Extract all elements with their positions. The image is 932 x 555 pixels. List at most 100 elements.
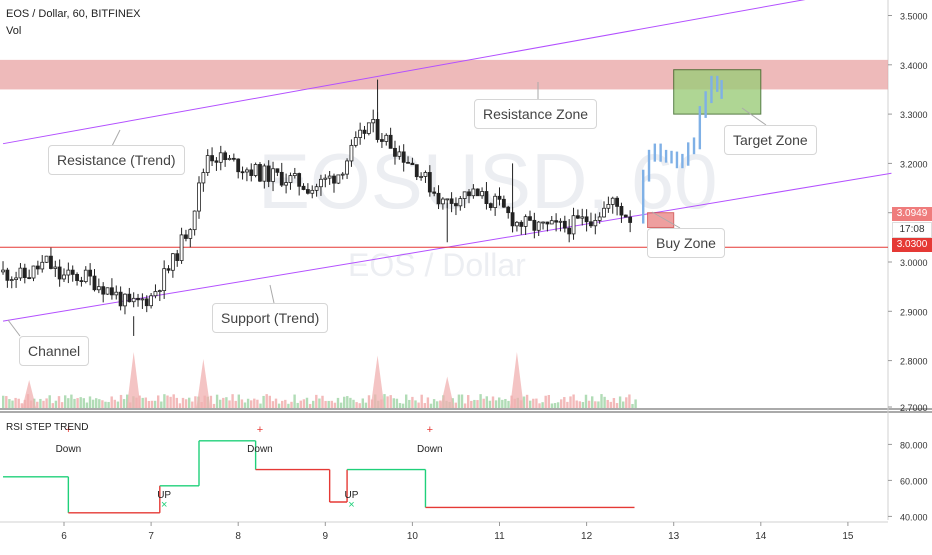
volume-bar (17, 398, 20, 408)
volume-bar (308, 403, 312, 408)
candle-body (471, 188, 476, 197)
candle-body (628, 216, 633, 223)
volume-bar (54, 400, 58, 408)
candle-body (292, 173, 297, 177)
volume-bar (277, 403, 281, 408)
volume-bar (315, 394, 318, 408)
volume-bar (172, 394, 175, 408)
rsi-tick-label: 80.000 (900, 440, 928, 450)
candle-body (27, 277, 32, 279)
projected-candle (698, 106, 702, 150)
volume-bar (333, 402, 337, 408)
volume-bar (398, 403, 402, 408)
volume-bar (566, 401, 569, 408)
candle-body (353, 137, 358, 146)
volume-bar (426, 397, 430, 408)
volume-bar (563, 397, 566, 408)
candle-body (332, 175, 336, 184)
price-tick-label: 2.8000 (900, 357, 928, 367)
volume-bar (501, 399, 504, 408)
time-tick-label: 14 (755, 531, 767, 542)
volume-bar (76, 398, 79, 408)
candle-body (179, 234, 184, 261)
projected-candle (664, 149, 668, 163)
candle-body (462, 191, 467, 199)
candle-body (227, 157, 232, 161)
candle-body (44, 255, 49, 263)
volume-bar (587, 400, 591, 408)
candle-body (545, 221, 550, 225)
candle-body (205, 155, 210, 173)
volume-bar (383, 394, 386, 408)
candle-body (615, 197, 619, 207)
time-tick-label: 11 (494, 531, 505, 542)
volume-bar (572, 394, 575, 408)
volume-bar (560, 399, 563, 408)
candle-body (554, 220, 559, 223)
candle-body (210, 155, 214, 162)
volume-bar (417, 402, 420, 408)
candle-body (327, 175, 332, 179)
candle-body (1, 269, 5, 273)
volume-bar (364, 402, 368, 408)
projected-candle (647, 149, 651, 182)
signal-marker: + (65, 424, 71, 436)
candle-body (393, 147, 397, 157)
projected-candle (710, 75, 713, 104)
volume-bar (436, 401, 439, 408)
candle-body (493, 195, 498, 208)
projected-candle (681, 153, 684, 169)
volume-bar (82, 398, 85, 408)
candle-body (549, 220, 554, 225)
rsi-tick-label: 60.000 (900, 476, 928, 486)
volume-bar (188, 397, 191, 408)
volume-bar (219, 399, 222, 408)
volume-bar (600, 394, 603, 408)
volume-bar (423, 403, 426, 408)
candle-body (297, 173, 302, 187)
volume-bar (578, 401, 581, 408)
volume-bar (327, 400, 330, 408)
time-tick-label: 15 (842, 531, 854, 542)
rsi-tick-label: 40.000 (900, 512, 928, 522)
volume-bar (389, 395, 392, 408)
candle-body (410, 162, 415, 166)
volume-bar (628, 394, 631, 408)
volume-bar (361, 398, 364, 408)
volume-bar (498, 397, 501, 408)
volume-bar (460, 394, 464, 408)
volume-bar (67, 398, 70, 408)
callout-leader-line (111, 129, 121, 147)
volume-bar (591, 396, 594, 408)
candle-body (362, 129, 367, 134)
symbol-header: EOS / Dollar, 60, BITFINEX (6, 8, 141, 20)
volume-bar (429, 403, 433, 408)
callout-leader-line (741, 107, 767, 126)
candle-body (49, 255, 53, 269)
candle-body (184, 234, 188, 239)
level-tag: 3.0300 (892, 238, 932, 252)
price-tick-label: 3.3000 (900, 110, 928, 120)
volume-bar (346, 396, 349, 408)
volume-bar (181, 397, 185, 408)
candle-body (92, 275, 97, 291)
candle-body (536, 221, 541, 231)
candle-body (506, 206, 511, 214)
volume-bar (175, 397, 178, 408)
volume-bar (324, 400, 327, 408)
volume-bar (8, 399, 11, 408)
volume-spike (22, 380, 37, 408)
watermark-name: EOS / Dollar (348, 247, 526, 283)
volume-bar (439, 400, 442, 408)
volume-bar (411, 396, 414, 408)
volume-bar (612, 398, 616, 408)
volume-bar (42, 400, 45, 408)
candle-body (610, 197, 615, 205)
volume-bar (268, 395, 271, 408)
price-tick-label: 2.9000 (900, 307, 928, 317)
volume-bar (116, 401, 120, 408)
candle-body (62, 274, 66, 280)
candle-body (83, 269, 88, 283)
